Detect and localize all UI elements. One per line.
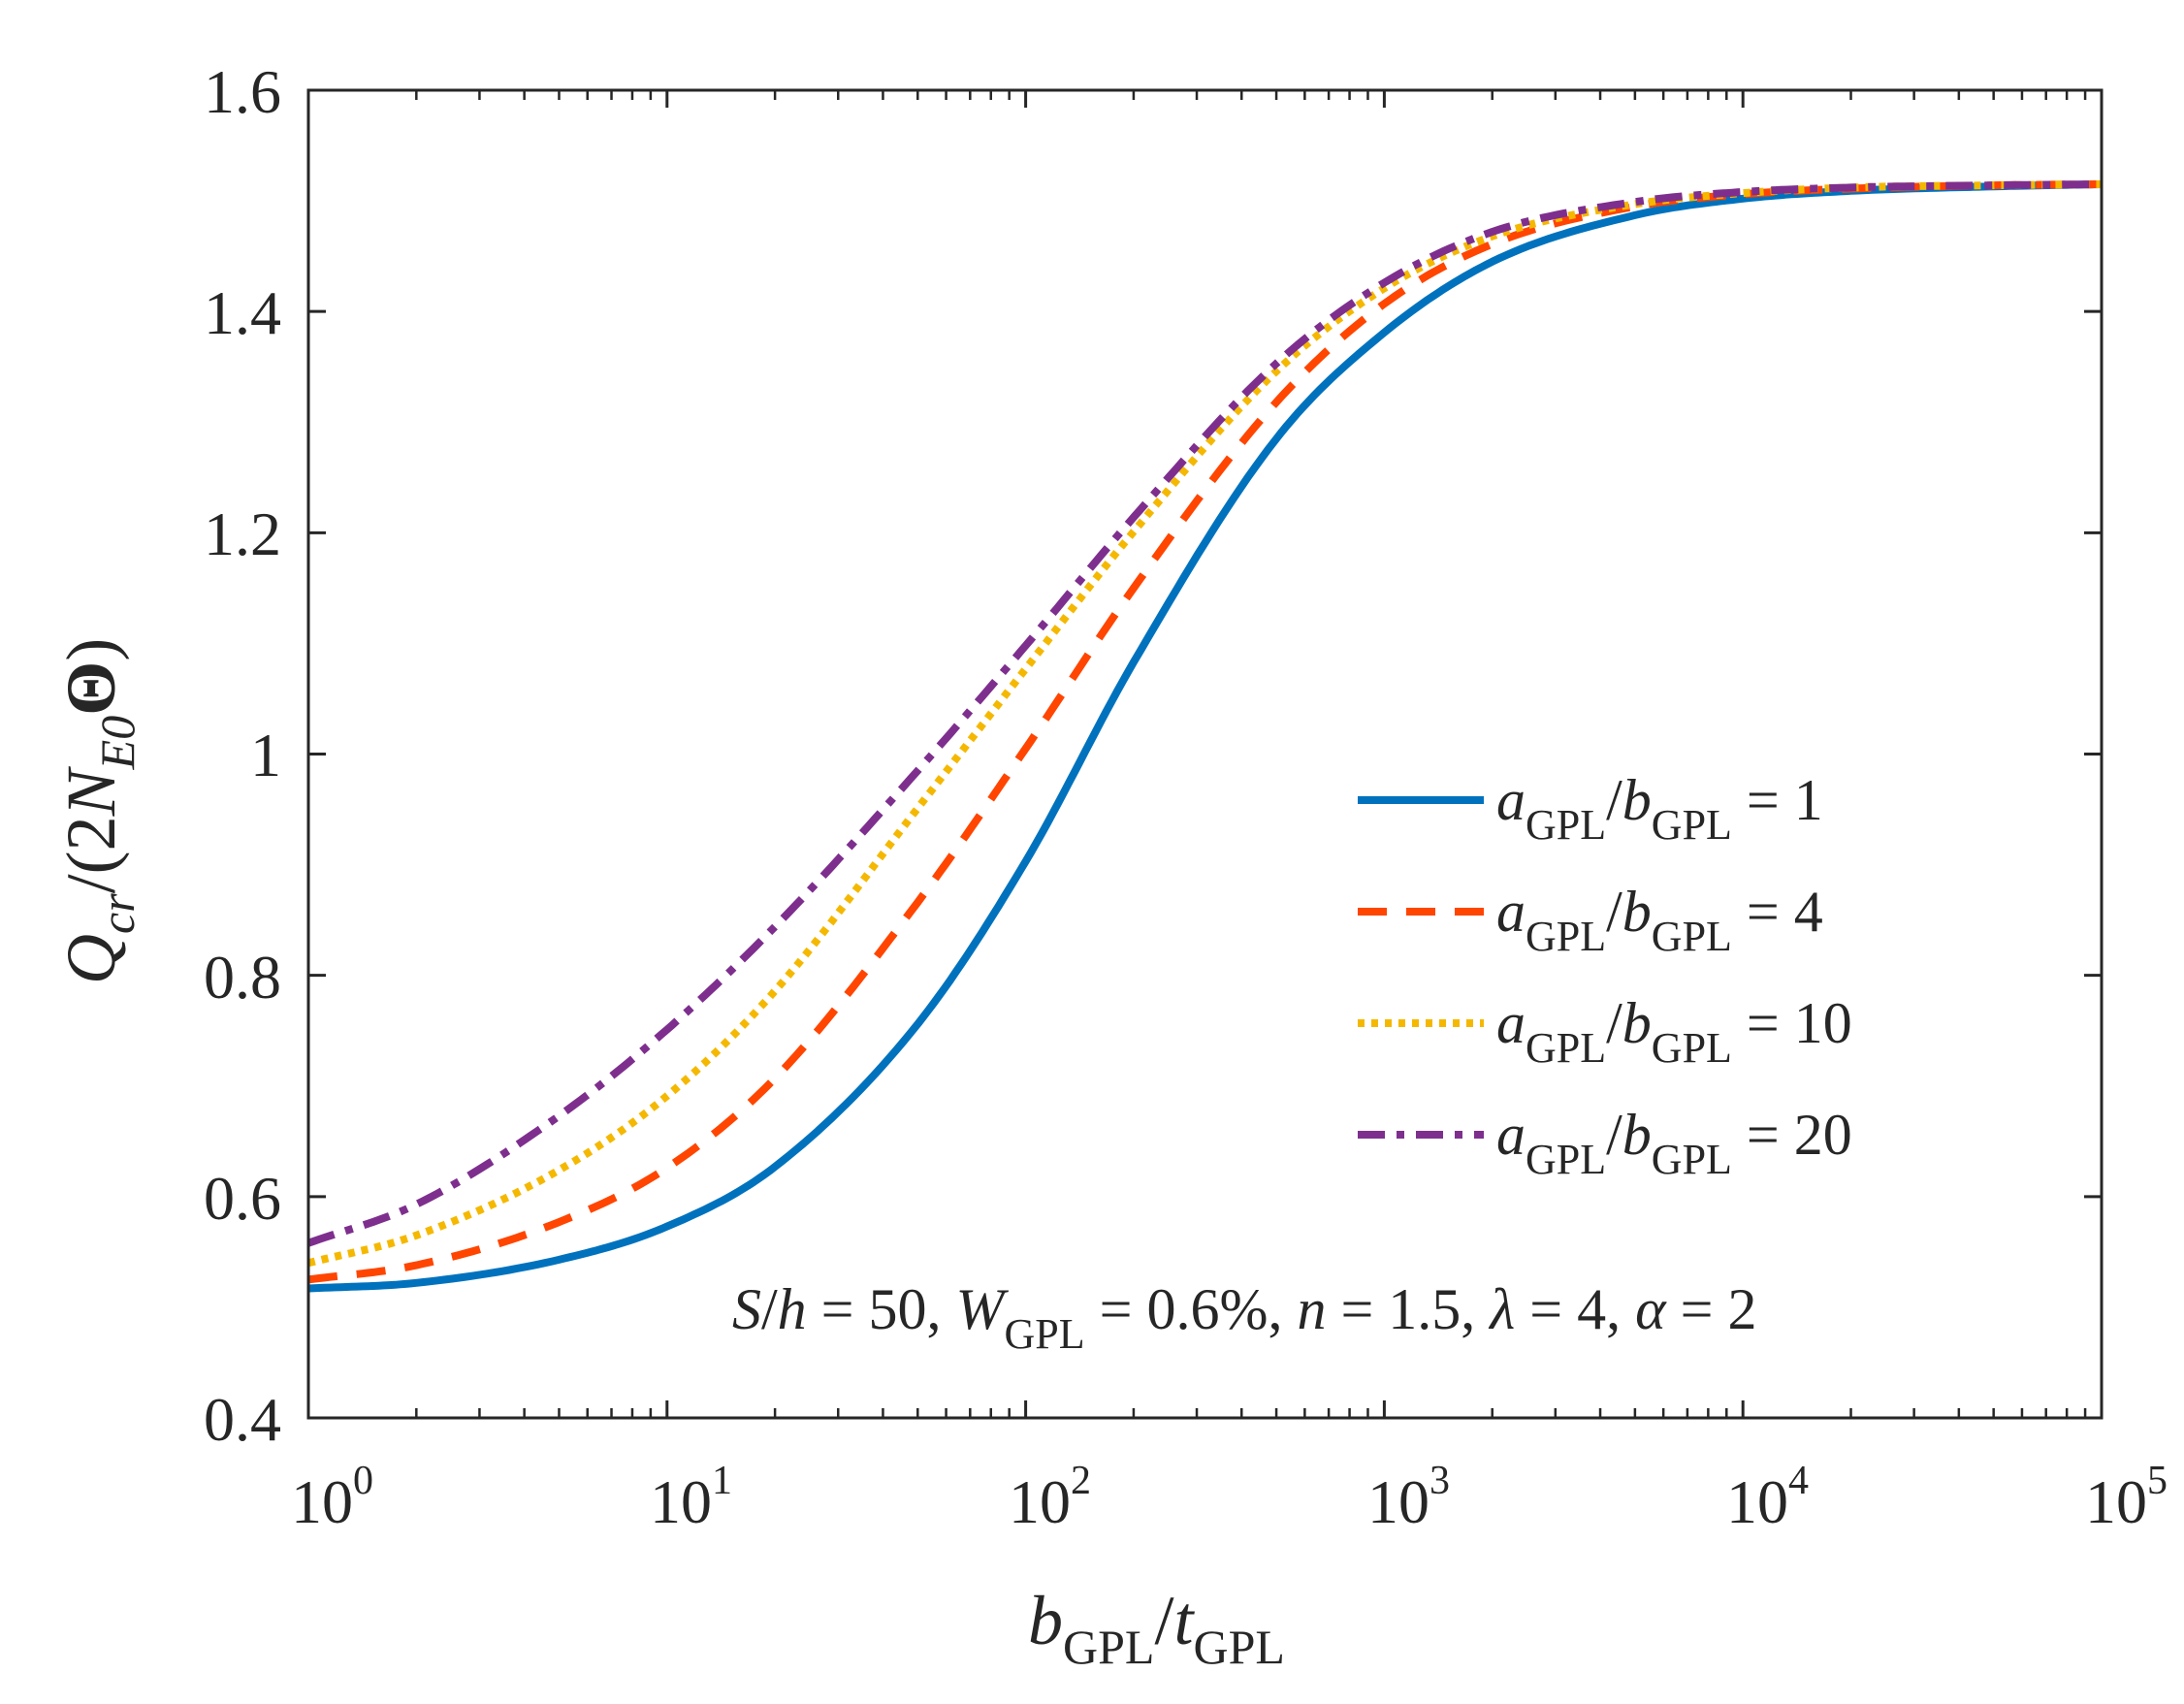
- y-tick-label: 0.4: [204, 1385, 281, 1454]
- x-tick-label: 105: [2085, 1459, 2168, 1536]
- x-tick-label: 100: [291, 1459, 373, 1536]
- y-tick-label: 0.8: [204, 943, 281, 1012]
- minor-ticks: [415, 90, 2087, 1418]
- x-tick-label: 103: [1367, 1459, 1450, 1536]
- y-tick-labels: 0.4 0.6 0.8 1 1.2 1.4 1.6: [204, 57, 281, 1454]
- plot-area: [308, 90, 2102, 1418]
- y-tick-label: 1: [250, 721, 281, 789]
- y-tick-label: 1.6: [204, 57, 281, 126]
- legend-label-series-2: aGPL/bGPL = 4: [1496, 880, 1823, 960]
- x-tick-label: 104: [1726, 1459, 1809, 1536]
- series-line-4: [306, 180, 2102, 1247]
- series-lines: [306, 180, 2103, 1293]
- plot-frame: [306, 88, 2104, 1420]
- x-tick-labels: 100 101 102 103 104 105: [291, 1459, 2168, 1536]
- legend-label-series-1: aGPL/bGPL = 1: [1496, 768, 1823, 849]
- legend-label-series-4: aGPL/bGPL = 20: [1496, 1103, 1852, 1183]
- x-tick-label: 102: [1009, 1459, 1091, 1536]
- legend: aGPL/bGPL = 1 aGPL/bGPL = 4 aGPL/bGPL = …: [1358, 768, 1852, 1183]
- series-line-3: [307, 180, 2102, 1268]
- parameter-annotation: S/h = 50, WGPL = 0.6%, n = 1.5, λ = 4, α…: [732, 1277, 1756, 1358]
- x-tick-label: 101: [650, 1459, 732, 1536]
- legend-label-series-3: aGPL/bGPL = 10: [1496, 991, 1852, 1072]
- y-tick-label: 1.4: [204, 278, 281, 347]
- y-tick-label: 0.6: [204, 1164, 281, 1233]
- x-axis-label: bGPL/tGPL: [1028, 1582, 1285, 1674]
- y-tick-label: 1.2: [204, 499, 281, 568]
- y-axis-label: Qcr/(2NE0Θ): [52, 638, 145, 984]
